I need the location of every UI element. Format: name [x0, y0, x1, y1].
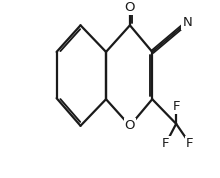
Text: O: O	[125, 119, 135, 132]
Text: O: O	[125, 1, 135, 14]
Text: N: N	[182, 16, 192, 29]
Text: F: F	[186, 137, 193, 150]
Text: F: F	[162, 137, 170, 150]
Text: F: F	[172, 100, 180, 113]
